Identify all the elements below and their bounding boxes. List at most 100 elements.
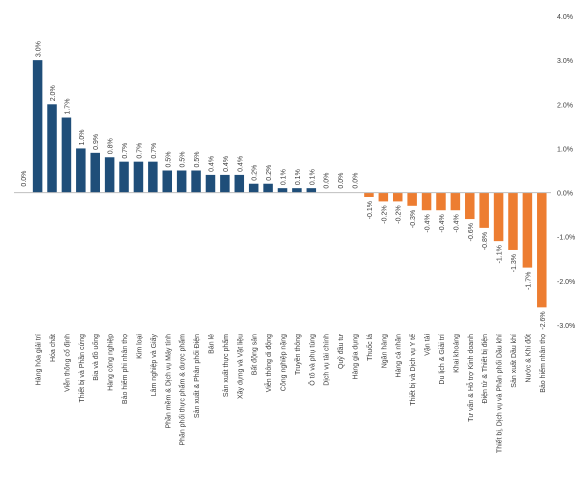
category-label-25: Ngân hàng — [381, 334, 388, 368]
value-label-33: -1.1% — [497, 245, 504, 263]
value-label-6: 0.8% — [108, 138, 115, 154]
bar-6 — [104, 157, 115, 193]
category-label-12: Sản xuất & Phân phối Điện — [192, 334, 201, 418]
bar-18 — [277, 188, 288, 193]
category-label-32: Điện tử & Thiết bị điện — [480, 334, 489, 404]
y-tick-label-3: 1.0% — [557, 146, 573, 153]
bar-26 — [392, 192, 403, 202]
category-label-6: Hàng công nghiệp — [108, 334, 115, 391]
value-label-11: 0.5% — [180, 152, 187, 168]
bar-4 — [76, 148, 86, 193]
y-tick-label-1: 3.0% — [557, 58, 573, 65]
bar-34 — [508, 192, 518, 250]
category-label-7: Bảo hiểm phi nhân thọ — [121, 334, 129, 404]
bar-15 — [234, 174, 245, 193]
value-label-3: 1.7% — [64, 99, 71, 115]
category-label-14: Sản xuất thực phẩm — [221, 334, 230, 397]
category-label-15: Xây dựng và Vật liệu — [237, 334, 244, 399]
bar-28 — [421, 192, 432, 211]
category-label-4: Thiết bị và Phần cứng — [77, 334, 86, 403]
bar-32 — [479, 192, 489, 228]
value-label-13: 0.4% — [208, 156, 215, 172]
value-label-14: 0.4% — [223, 156, 230, 172]
bar-27 — [407, 192, 417, 206]
bar-10 — [162, 170, 173, 193]
value-label-8: 0.7% — [136, 143, 143, 159]
value-label-17: 0.2% — [266, 165, 273, 181]
category-label-17: Viễn thông di động — [264, 334, 273, 392]
value-label-2: 2.0% — [50, 85, 57, 101]
value-label-27: -0.3% — [410, 210, 417, 228]
bar-33 — [493, 192, 504, 242]
category-label-36: Bảo hiểm nhân thọ — [539, 334, 547, 393]
value-label-15: 0.4% — [237, 156, 244, 172]
bar-14 — [220, 174, 230, 193]
value-label-9: 0.7% — [151, 143, 158, 159]
value-label-16: 0.2% — [252, 165, 259, 181]
y-tick-label-7: -3.0% — [557, 323, 575, 330]
value-label-26: -0.2% — [396, 205, 403, 223]
bar-36 — [537, 192, 547, 308]
value-label-25: -0.2% — [381, 205, 388, 223]
category-label-34: Sản xuất Dầu khí — [509, 334, 518, 388]
y-tick-label-4: 0.0% — [557, 191, 573, 198]
value-label-7: 0.7% — [122, 143, 129, 159]
value-label-23: 0.0% — [353, 173, 360, 189]
category-label-19: Truyền thông — [293, 334, 302, 375]
value-label-20: 0.1% — [309, 169, 316, 185]
bar-19 — [292, 188, 302, 193]
value-label-30: -0.4% — [453, 214, 460, 232]
bar-11 — [176, 170, 187, 193]
value-label-31: -0.6% — [468, 223, 475, 241]
y-tick-label-6: -2.0% — [557, 279, 575, 286]
category-label-18: Công nghiệp nặng — [281, 334, 288, 391]
category-label-21: Dịch vụ tài chính — [324, 334, 331, 386]
value-label-24: -0.1% — [367, 201, 374, 219]
bar-2 — [47, 104, 57, 193]
category-label-29: Du lịch & Giải trí — [439, 334, 446, 385]
category-label-3: Viễn thông cố định — [62, 334, 71, 392]
bar-8 — [133, 161, 144, 193]
value-label-1: 3.0% — [36, 41, 43, 57]
bar-3 — [61, 117, 72, 193]
bar-13 — [205, 174, 216, 193]
bar-16 — [248, 183, 259, 193]
value-label-28: -0.4% — [425, 214, 432, 232]
value-label-0: 0.0% — [21, 171, 28, 187]
category-label-35: Nước & Khí đốt — [523, 334, 532, 383]
category-label-30: Khai khoáng — [453, 334, 460, 373]
y-tick-label-2: 2.0% — [557, 102, 573, 109]
y-tick-label-0: 4.0% — [557, 14, 573, 21]
category-label-33: Thiết bị, Dịch vụ và Phân phối Dầu khí — [495, 334, 504, 453]
category-label-23: Hàng gia dụng — [353, 334, 360, 380]
category-label-24: Thuốc lá — [365, 334, 374, 361]
category-label-28: Vận tải — [425, 334, 432, 356]
value-label-18: 0.1% — [281, 169, 288, 185]
y-tick-label-5: -1.0% — [557, 235, 575, 242]
y-axis: 4.0% 3.0% 2.0% 1.0% 0.0% -1.0% -2.0% -3.0% — [557, 14, 575, 330]
category-label-31: Tư vấn & Hỗ trợ Kinh doanh — [466, 334, 475, 422]
category-label-11: Phân phối thực phẩm & dược phẩm — [178, 334, 187, 446]
value-labels-group: 0.0% 3.0% 2.0% 1.7% 1.0% 0.9% 0.8% 0.7% 0.7% 0.7%… — [21, 41, 547, 329]
bar-25 — [378, 192, 389, 202]
category-label-26: Hàng cá nhân — [396, 334, 403, 378]
value-label-12: 0.5% — [194, 152, 201, 168]
bar-24 — [364, 192, 374, 197]
category-label-27: Thiết bị và Dịch vụ Y tế — [408, 334, 417, 406]
bar-7 — [119, 161, 129, 193]
bar-30 — [450, 192, 461, 211]
value-label-19: 0.1% — [295, 169, 302, 185]
bar-17 — [263, 183, 273, 193]
category-label-16: Bất động sản — [250, 334, 259, 375]
category-label-13: Bán lẻ — [208, 334, 215, 354]
category-label-8: Kim loại — [136, 334, 143, 359]
category-label-1: Hàng hóa giải trí — [36, 334, 43, 385]
category-label-20: Ô tô và phụ tùng — [307, 334, 316, 386]
category-labels-group: Hàng hóa giải trí Hóa chất Viễn thông cố đ… — [36, 334, 547, 454]
bar-29 — [436, 192, 446, 211]
bar-12 — [191, 170, 201, 193]
value-label-34: -1.3% — [511, 254, 518, 272]
category-label-2: Hóa chất — [48, 334, 57, 362]
value-label-5: 0.9% — [93, 134, 100, 150]
